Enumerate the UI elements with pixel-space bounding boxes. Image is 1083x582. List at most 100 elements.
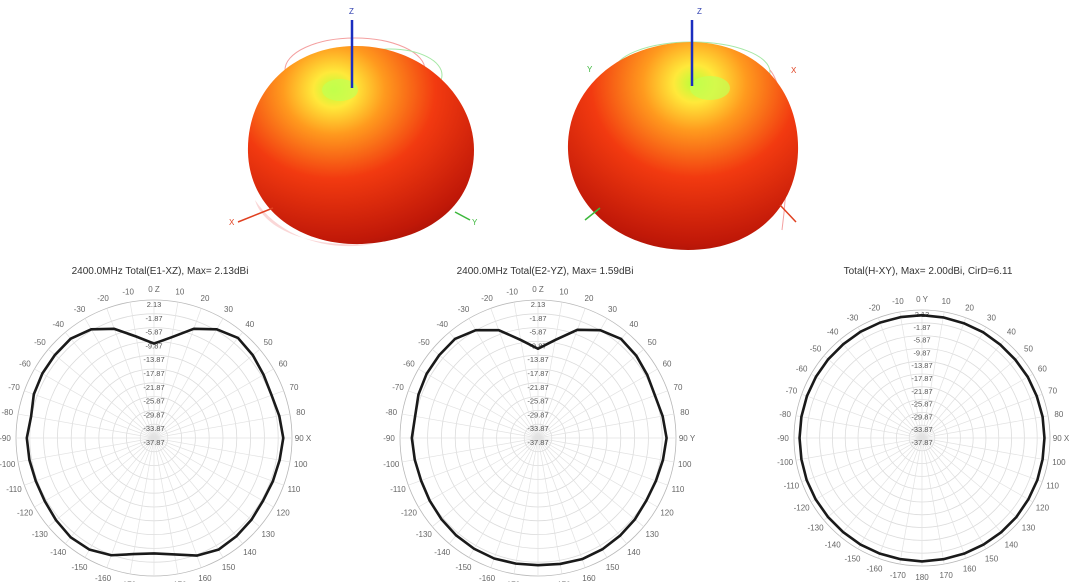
grid-spoke [153,302,179,439]
grid-spoke [449,332,539,439]
angle-tick-label: -30 [847,314,859,323]
angle-tick-label: 70 [674,383,683,392]
angle-tick-label: 80 [680,408,689,417]
angle-tick-label: -70 [392,383,404,392]
pattern-series-line [410,328,668,567]
grid-spoke [921,339,1005,439]
grid-spoke [899,437,923,565]
angle-tick-label: -20 [97,294,109,303]
angle-tick-label: -30 [458,305,470,314]
ring-value-label: -1.87 [913,323,930,332]
grid-spoke [490,437,539,568]
grid-spoke [153,437,284,486]
grid-spoke [823,355,923,439]
angle-tick-label: -80 [385,408,397,417]
globe-1-z-label: Z [349,7,354,16]
ring-value-label: -5.87 [913,336,930,345]
grid-spoke [537,437,627,544]
ring-value-label: -29.87 [911,412,932,421]
grid-spoke [537,437,644,527]
angle-tick-label: -140 [825,540,842,549]
grid-spoke [801,437,923,483]
grid-spoke [921,437,1034,503]
grid-spoke [921,355,1021,439]
ring-value-label: -1.87 [145,314,162,323]
grid-spoke [921,393,1043,439]
angle-tick-label: -110 [784,482,800,491]
globe-1-x-label: X [229,218,235,227]
angle-tick-label: 30 [608,305,617,314]
angle-tick-label: 170 [557,581,571,582]
grid-spoke [418,368,539,439]
globe-2-x-label: X [791,66,797,75]
angle-tick-label: 110 [1046,482,1059,491]
ring-value-label: 2.13 [531,300,546,309]
angle-tick-label: -140 [434,548,451,557]
angle-tick-label: -170 [890,571,907,580]
angle-tick-label: -110 [390,485,406,494]
grid-spoke [537,390,668,439]
angle-tick-label: -40 [827,328,839,337]
grid-spoke [24,390,155,439]
grid-spoke [153,318,224,439]
angle-tick-label: 40 [245,320,254,329]
angle-tick-label: 110 [672,485,685,494]
grid-spoke [921,437,1049,461]
grid-spoke [468,437,539,558]
angle-tick-label: -120 [17,509,34,518]
globe-1-peak-highlight [322,79,358,101]
pattern-series-line [25,327,285,557]
angle-tick-label: 150 [222,563,236,572]
angle-tick-label: 20 [201,294,210,303]
angle-tick-label: 40 [629,320,638,329]
grid-spoke [402,437,539,463]
angle-tick-label: -150 [455,563,472,572]
polar-chart-h-xy: Total(H-XY), Max= 2.00dBi, CirD=6.11 2.1… [777,266,1070,582]
angle-tick-label: 10 [942,297,951,306]
angle-tick-label: -20 [869,303,881,312]
angle-tick-label: 140 [627,548,641,557]
ring-value-label: -21.87 [527,383,548,392]
ring-value-label: -25.87 [143,397,164,406]
angle-tick-label: 80 [1054,410,1063,419]
angle-tick-label: 100 [1052,458,1066,467]
ring-value-label: 2.13 [147,300,162,309]
ring-value-label: -13.87 [527,355,548,364]
grid-spoke [810,437,923,503]
grid-spoke [468,318,539,439]
grid-spoke [513,302,539,439]
ring-value-label: -17.87 [911,374,932,383]
angle-tick-label: 60 [663,360,672,369]
globe-2-surface [567,42,799,250]
grid-spoke [432,437,539,527]
grid-spoke [153,437,202,568]
grid-spoke [153,437,290,463]
radiation-globe-2: Z Y X [567,7,799,250]
radiation-globe-1: Z X Y [229,7,478,247]
grid-spoke [921,311,945,439]
grid-spoke [153,437,260,527]
ring-value-label: -17.87 [143,369,164,378]
grid-spoke [153,437,224,558]
angle-tick-label: 160 [582,574,596,582]
angle-tick-label: -100 [0,460,16,469]
ring-value-label: -29.87 [143,410,164,419]
grid-spoke [84,318,155,439]
grid-spoke [129,302,155,439]
ring-value-label: -5.87 [529,328,546,337]
angle-tick-label: -40 [52,320,64,329]
angle-tick-label: 20 [585,294,594,303]
grid-spoke [921,373,1034,439]
angle-tick-label: -130 [808,523,825,532]
angle-tick-label: 0 Z [532,285,544,294]
angle-tick-label: 170 [173,581,187,582]
grid-spoke [537,413,674,439]
angle-tick-label: -10 [122,287,134,296]
ring-value-label: -21.87 [143,383,164,392]
globe-1-x-axis [237,207,274,223]
angle-tick-label: 180 [915,573,929,582]
grid-spoke [153,349,260,439]
grid-spoke [537,302,563,439]
angle-tick-label: 60 [279,360,288,369]
